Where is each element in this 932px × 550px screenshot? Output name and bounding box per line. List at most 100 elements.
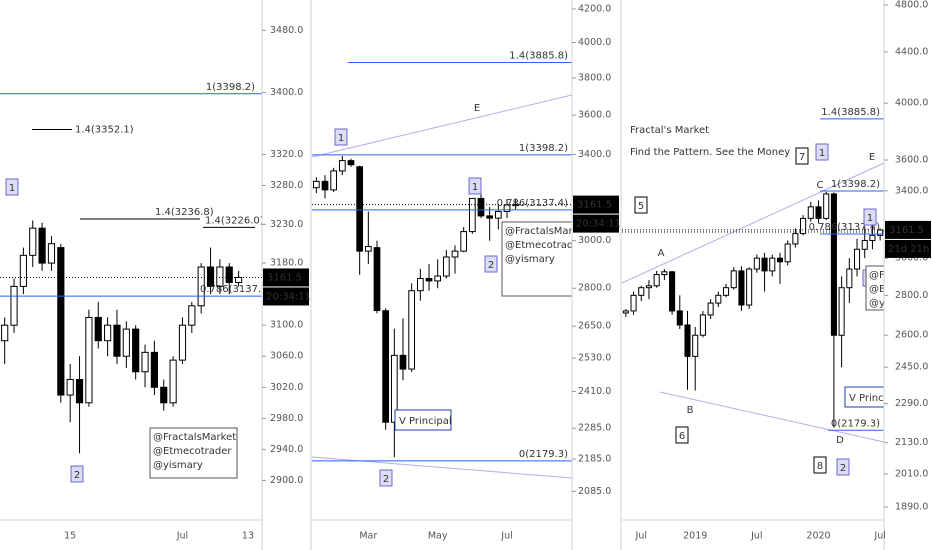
candle-body xyxy=(94,316,102,342)
candle-body xyxy=(356,166,364,252)
y-tick-label: 3400.0 xyxy=(270,87,303,98)
candle-body xyxy=(338,160,346,172)
candle-body xyxy=(676,310,683,326)
y-tick-label: 2085.0 xyxy=(578,486,611,497)
y-tick-label: 2130.0 xyxy=(895,437,928,448)
wave-label: 1 xyxy=(819,148,825,159)
y-tick-label: 3180.0 xyxy=(270,258,303,269)
wave-label: 2 xyxy=(488,260,494,271)
candle-body xyxy=(216,266,224,287)
candle-body xyxy=(364,245,372,252)
watermark-line: @Fra xyxy=(869,270,894,281)
watermark-box xyxy=(501,221,572,297)
wave-label: 2 xyxy=(840,463,846,474)
x-tick-label: 15 xyxy=(64,531,76,542)
watermark-box xyxy=(149,427,238,479)
y-tick-label: 4000.0 xyxy=(578,37,611,48)
y-tick-label: 4200.0 xyxy=(578,3,611,14)
chart-panel: 1.4(3885.8) 1(3398.2) 0.786(3137.4) 0(2179.… xyxy=(622,107,894,476)
note: V Principal xyxy=(399,416,452,427)
x-tick-label: 13 xyxy=(242,531,254,542)
candle-body xyxy=(399,354,407,370)
candle-body xyxy=(823,193,830,219)
candle-body xyxy=(622,310,629,314)
candle-body xyxy=(104,324,112,342)
y-tick-label: 3060.0 xyxy=(270,351,303,362)
countdown: 21d 21h xyxy=(888,244,929,255)
candle-body xyxy=(460,231,468,252)
wave-box xyxy=(675,426,689,444)
fib-level-label: 1.4(3226.0) xyxy=(205,215,264,226)
x-tick-label: Jul xyxy=(500,531,512,542)
candle-body xyxy=(122,328,130,357)
y-tick-label: 2185.0 xyxy=(578,454,611,465)
candle-body xyxy=(699,314,706,336)
candle-body xyxy=(169,359,177,404)
candle-body xyxy=(47,243,56,264)
candle-body xyxy=(113,324,121,357)
y-tick-label: 3600.0 xyxy=(895,154,928,165)
wave-box xyxy=(815,143,829,161)
x-tick-label: Jul xyxy=(176,531,188,542)
candle-body xyxy=(846,268,853,289)
candle-body xyxy=(807,206,814,219)
wave-label: 2 xyxy=(383,474,389,485)
x-tick-label: Jul xyxy=(873,531,885,542)
candle-body xyxy=(10,285,18,326)
candle-body xyxy=(235,276,243,284)
candle-body xyxy=(225,266,233,284)
candle-body xyxy=(661,271,668,276)
candle-body xyxy=(512,204,520,207)
subtitle: Find the Pattern. See the Money xyxy=(630,147,790,158)
chart-panel: 1(3398.2) 1.4(3352.1) 1.4(3236.8)1.4(3226.… xyxy=(0,82,264,483)
candle-body xyxy=(382,310,390,423)
point-label: C xyxy=(817,180,824,191)
y-tick-label: 3230.0 xyxy=(270,219,303,230)
x-tick-label: Jul xyxy=(635,531,647,542)
y-tick-label: 2410.0 xyxy=(578,386,611,397)
fib-level-label: 1.4(3352.1) xyxy=(75,125,134,136)
candle-body xyxy=(197,266,205,307)
candle-body xyxy=(746,268,753,306)
candle-body xyxy=(347,160,355,166)
wave-box xyxy=(5,178,19,196)
candle-body xyxy=(761,257,768,272)
y-tick-label: 2530.0 xyxy=(578,353,611,364)
y-tick-label: 2900.0 xyxy=(270,475,303,486)
candle-body xyxy=(477,197,485,217)
y-tick-label: 2600.0 xyxy=(895,330,928,341)
candle-body xyxy=(425,277,433,282)
candle-body xyxy=(769,257,776,272)
candle-body xyxy=(390,354,398,423)
candle-body xyxy=(869,234,876,242)
fib-level-label: 0.786(3137.4) xyxy=(497,198,569,209)
candle-body xyxy=(738,270,745,306)
point-label: D xyxy=(836,435,844,446)
candle-body xyxy=(29,227,37,256)
candle-body xyxy=(150,351,158,388)
y-tick-label: 3000.0 xyxy=(895,253,928,264)
y-tick-label: 3020.0 xyxy=(270,382,303,393)
wave-box xyxy=(813,456,827,474)
y-tick-label: 3800.0 xyxy=(578,72,611,83)
watermark-line: @Etmecotrader xyxy=(505,240,584,251)
wave-label: 7 xyxy=(799,152,805,163)
y-tick-label: 2285.0 xyxy=(578,423,611,434)
y-tick-label: 2010.0 xyxy=(895,468,928,479)
candle-body xyxy=(468,197,476,233)
title: Fractal's Market xyxy=(630,125,709,136)
fib-level-label: 1(3398.2) xyxy=(831,179,880,190)
candle-body xyxy=(75,379,84,404)
last-price-box xyxy=(573,195,619,214)
candle-body xyxy=(1,324,9,342)
candle-body xyxy=(57,247,65,396)
candle-body xyxy=(312,180,320,189)
y-tick-label: 1890.0 xyxy=(895,502,928,513)
candle-body xyxy=(66,379,74,396)
y-tick-label: 3000.0 xyxy=(578,235,611,246)
candle-body xyxy=(321,180,329,191)
fib-level-label: 1.4(3885.8) xyxy=(509,51,568,62)
y-tick-label: 2650.0 xyxy=(578,321,611,332)
x-tick-label: May xyxy=(428,531,448,542)
last-price-box xyxy=(263,268,309,287)
